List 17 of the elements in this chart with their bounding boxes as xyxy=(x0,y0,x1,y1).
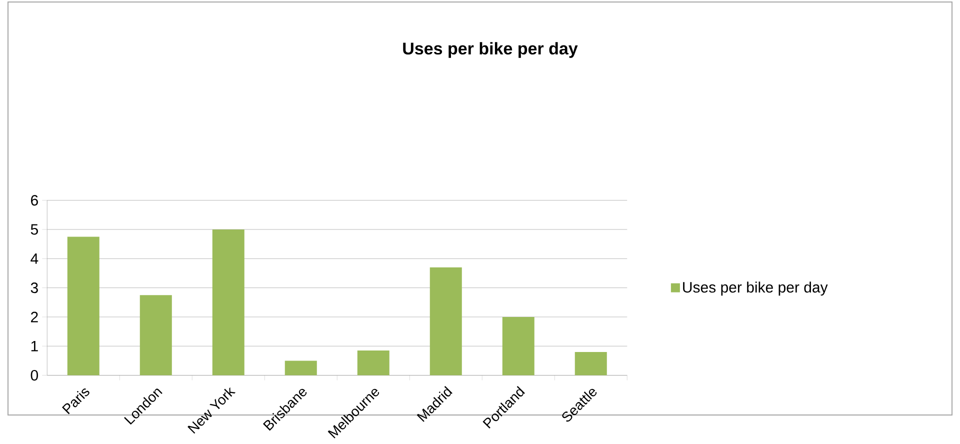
y-tick-label: 0 xyxy=(30,370,38,381)
bar xyxy=(284,360,317,376)
bar xyxy=(502,316,534,376)
chart-title: Uses per bike per day xyxy=(403,42,578,58)
bar xyxy=(430,267,462,376)
bar xyxy=(357,350,390,376)
y-tick-label: 1 xyxy=(31,340,38,352)
bar xyxy=(140,295,172,376)
y-tick-label: 3 xyxy=(30,282,38,294)
y-tick-label: 4 xyxy=(30,253,38,264)
bar xyxy=(574,352,607,376)
y-tick-label: 2 xyxy=(31,312,38,322)
y-tick-label: 6 xyxy=(31,194,38,206)
bar xyxy=(212,229,244,376)
bar xyxy=(67,236,100,376)
y-tick-label: 5 xyxy=(30,224,38,235)
legend-label: Uses per bike per day xyxy=(683,282,828,296)
